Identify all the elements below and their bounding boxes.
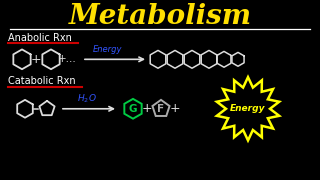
Text: +: + <box>142 102 152 115</box>
Polygon shape <box>217 77 279 140</box>
Text: Metabolism: Metabolism <box>68 3 252 30</box>
Text: +: + <box>31 53 41 66</box>
Text: Catabolic Rxn: Catabolic Rxn <box>8 76 76 86</box>
Text: Energy: Energy <box>230 104 266 113</box>
Text: Anabolic Rxn: Anabolic Rxn <box>8 33 72 42</box>
Text: G: G <box>129 104 137 114</box>
Text: +...: +... <box>58 54 76 64</box>
Text: $H_2O$: $H_2O$ <box>77 93 97 105</box>
Text: +: + <box>170 102 180 115</box>
Text: F: F <box>157 104 164 114</box>
Text: Energy: Energy <box>93 45 123 54</box>
